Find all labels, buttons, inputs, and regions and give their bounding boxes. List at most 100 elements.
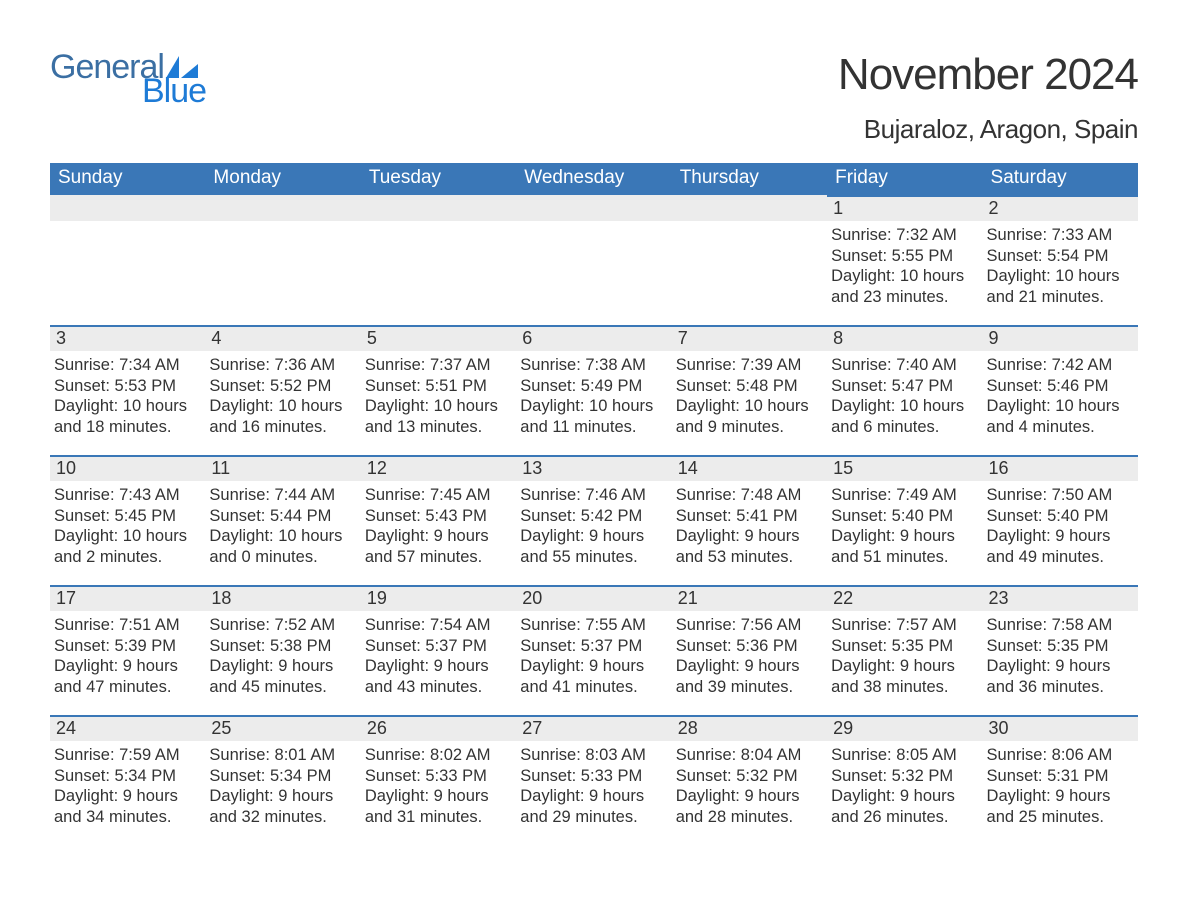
daylight-line: Daylight: 9 hours and 32 minutes. [209, 786, 354, 827]
calendar-day-cell: 16Sunrise: 7:50 AMSunset: 5:40 PMDayligh… [983, 455, 1138, 585]
day-details: Sunrise: 7:44 AMSunset: 5:44 PMDaylight:… [205, 481, 360, 568]
day-number: 2 [983, 195, 1138, 221]
day-number: 17 [50, 585, 205, 611]
day-number: 19 [361, 585, 516, 611]
sunset-line: Sunset: 5:46 PM [987, 376, 1132, 397]
day-number: 30 [983, 715, 1138, 741]
calendar-day-cell: 30Sunrise: 8:06 AMSunset: 5:31 PMDayligh… [983, 715, 1138, 845]
sunset-line: Sunset: 5:32 PM [676, 766, 821, 787]
day-details: Sunrise: 7:46 AMSunset: 5:42 PMDaylight:… [516, 481, 671, 568]
sunset-line: Sunset: 5:37 PM [520, 636, 665, 657]
day-number: 18 [205, 585, 360, 611]
sunset-line: Sunset: 5:34 PM [209, 766, 354, 787]
day-details: Sunrise: 7:59 AMSunset: 5:34 PMDaylight:… [50, 741, 205, 828]
calendar-day-cell: 1Sunrise: 7:32 AMSunset: 5:55 PMDaylight… [827, 195, 982, 325]
day-number-empty [361, 195, 516, 221]
sunrise-line: Sunrise: 7:37 AM [365, 355, 510, 376]
sunrise-line: Sunrise: 7:59 AM [54, 745, 199, 766]
daylight-line: Daylight: 10 hours and 6 minutes. [831, 396, 976, 437]
sunrise-line: Sunrise: 7:48 AM [676, 485, 821, 506]
day-number: 15 [827, 455, 982, 481]
sunrise-line: Sunrise: 7:57 AM [831, 615, 976, 636]
sunset-line: Sunset: 5:53 PM [54, 376, 199, 397]
sunrise-line: Sunrise: 8:02 AM [365, 745, 510, 766]
sunset-line: Sunset: 5:33 PM [365, 766, 510, 787]
sunrise-line: Sunrise: 7:40 AM [831, 355, 976, 376]
daylight-line: Daylight: 10 hours and 18 minutes. [54, 396, 199, 437]
sunset-line: Sunset: 5:35 PM [987, 636, 1132, 657]
daylight-line: Daylight: 9 hours and 47 minutes. [54, 656, 199, 697]
sunrise-line: Sunrise: 8:01 AM [209, 745, 354, 766]
weekday-header: Saturday [983, 163, 1138, 195]
daylight-line: Daylight: 10 hours and 4 minutes. [987, 396, 1132, 437]
sunrise-line: Sunrise: 7:36 AM [209, 355, 354, 376]
sunrise-line: Sunrise: 7:43 AM [54, 485, 199, 506]
day-number: 13 [516, 455, 671, 481]
sunrise-line: Sunrise: 7:33 AM [987, 225, 1132, 246]
sunset-line: Sunset: 5:37 PM [365, 636, 510, 657]
day-number: 5 [361, 325, 516, 351]
sunrise-line: Sunrise: 8:05 AM [831, 745, 976, 766]
daylight-line: Daylight: 9 hours and 39 minutes. [676, 656, 821, 697]
day-details: Sunrise: 7:45 AMSunset: 5:43 PMDaylight:… [361, 481, 516, 568]
day-details: Sunrise: 7:38 AMSunset: 5:49 PMDaylight:… [516, 351, 671, 438]
day-number: 27 [516, 715, 671, 741]
calendar-week-row: 3Sunrise: 7:34 AMSunset: 5:53 PMDaylight… [50, 325, 1138, 455]
sunrise-line: Sunrise: 7:44 AM [209, 485, 354, 506]
sunrise-line: Sunrise: 7:56 AM [676, 615, 821, 636]
title-block: November 2024 Bujaraloz, Aragon, Spain [838, 50, 1138, 145]
day-details: Sunrise: 7:52 AMSunset: 5:38 PMDaylight:… [205, 611, 360, 698]
calendar-day-cell: 3Sunrise: 7:34 AMSunset: 5:53 PMDaylight… [50, 325, 205, 455]
day-number: 7 [672, 325, 827, 351]
day-details: Sunrise: 7:48 AMSunset: 5:41 PMDaylight:… [672, 481, 827, 568]
day-number: 22 [827, 585, 982, 611]
calendar-day-cell [205, 195, 360, 325]
calendar-day-cell: 22Sunrise: 7:57 AMSunset: 5:35 PMDayligh… [827, 585, 982, 715]
day-number: 28 [672, 715, 827, 741]
day-number: 10 [50, 455, 205, 481]
sunset-line: Sunset: 5:40 PM [987, 506, 1132, 527]
daylight-line: Daylight: 10 hours and 13 minutes. [365, 396, 510, 437]
daylight-line: Daylight: 9 hours and 53 minutes. [676, 526, 821, 567]
daylight-line: Daylight: 9 hours and 29 minutes. [520, 786, 665, 827]
day-details: Sunrise: 7:54 AMSunset: 5:37 PMDaylight:… [361, 611, 516, 698]
calendar-day-cell: 17Sunrise: 7:51 AMSunset: 5:39 PMDayligh… [50, 585, 205, 715]
day-details: Sunrise: 7:32 AMSunset: 5:55 PMDaylight:… [827, 221, 982, 308]
sunset-line: Sunset: 5:31 PM [987, 766, 1132, 787]
sunrise-line: Sunrise: 7:55 AM [520, 615, 665, 636]
day-number: 9 [983, 325, 1138, 351]
daylight-line: Daylight: 9 hours and 28 minutes. [676, 786, 821, 827]
daylight-line: Daylight: 10 hours and 16 minutes. [209, 396, 354, 437]
sunset-line: Sunset: 5:33 PM [520, 766, 665, 787]
calendar-day-cell: 5Sunrise: 7:37 AMSunset: 5:51 PMDaylight… [361, 325, 516, 455]
day-number: 1 [827, 195, 982, 221]
day-number: 3 [50, 325, 205, 351]
day-details: Sunrise: 8:04 AMSunset: 5:32 PMDaylight:… [672, 741, 827, 828]
weekday-header: Sunday [50, 163, 205, 195]
calendar-day-cell: 10Sunrise: 7:43 AMSunset: 5:45 PMDayligh… [50, 455, 205, 585]
sunrise-line: Sunrise: 7:50 AM [987, 485, 1132, 506]
brand-blue: Blue [142, 74, 206, 108]
daylight-line: Daylight: 10 hours and 9 minutes. [676, 396, 821, 437]
daylight-line: Daylight: 10 hours and 0 minutes. [209, 526, 354, 567]
daylight-line: Daylight: 9 hours and 34 minutes. [54, 786, 199, 827]
day-number: 23 [983, 585, 1138, 611]
day-details: Sunrise: 7:42 AMSunset: 5:46 PMDaylight:… [983, 351, 1138, 438]
day-details: Sunrise: 8:06 AMSunset: 5:31 PMDaylight:… [983, 741, 1138, 828]
calendar-day-cell: 12Sunrise: 7:45 AMSunset: 5:43 PMDayligh… [361, 455, 516, 585]
day-number-empty [205, 195, 360, 221]
calendar-table: Sunday Monday Tuesday Wednesday Thursday… [50, 163, 1138, 845]
sunrise-line: Sunrise: 7:51 AM [54, 615, 199, 636]
sunrise-line: Sunrise: 7:32 AM [831, 225, 976, 246]
calendar-day-cell: 8Sunrise: 7:40 AMSunset: 5:47 PMDaylight… [827, 325, 982, 455]
sunrise-line: Sunrise: 7:45 AM [365, 485, 510, 506]
sunrise-line: Sunrise: 7:54 AM [365, 615, 510, 636]
calendar-day-cell: 4Sunrise: 7:36 AMSunset: 5:52 PMDaylight… [205, 325, 360, 455]
day-details: Sunrise: 8:03 AMSunset: 5:33 PMDaylight:… [516, 741, 671, 828]
page-title: November 2024 [838, 50, 1138, 100]
daylight-line: Daylight: 9 hours and 45 minutes. [209, 656, 354, 697]
calendar-day-cell: 14Sunrise: 7:48 AMSunset: 5:41 PMDayligh… [672, 455, 827, 585]
day-number: 21 [672, 585, 827, 611]
day-number-empty [50, 195, 205, 221]
calendar-day-cell: 28Sunrise: 8:04 AMSunset: 5:32 PMDayligh… [672, 715, 827, 845]
